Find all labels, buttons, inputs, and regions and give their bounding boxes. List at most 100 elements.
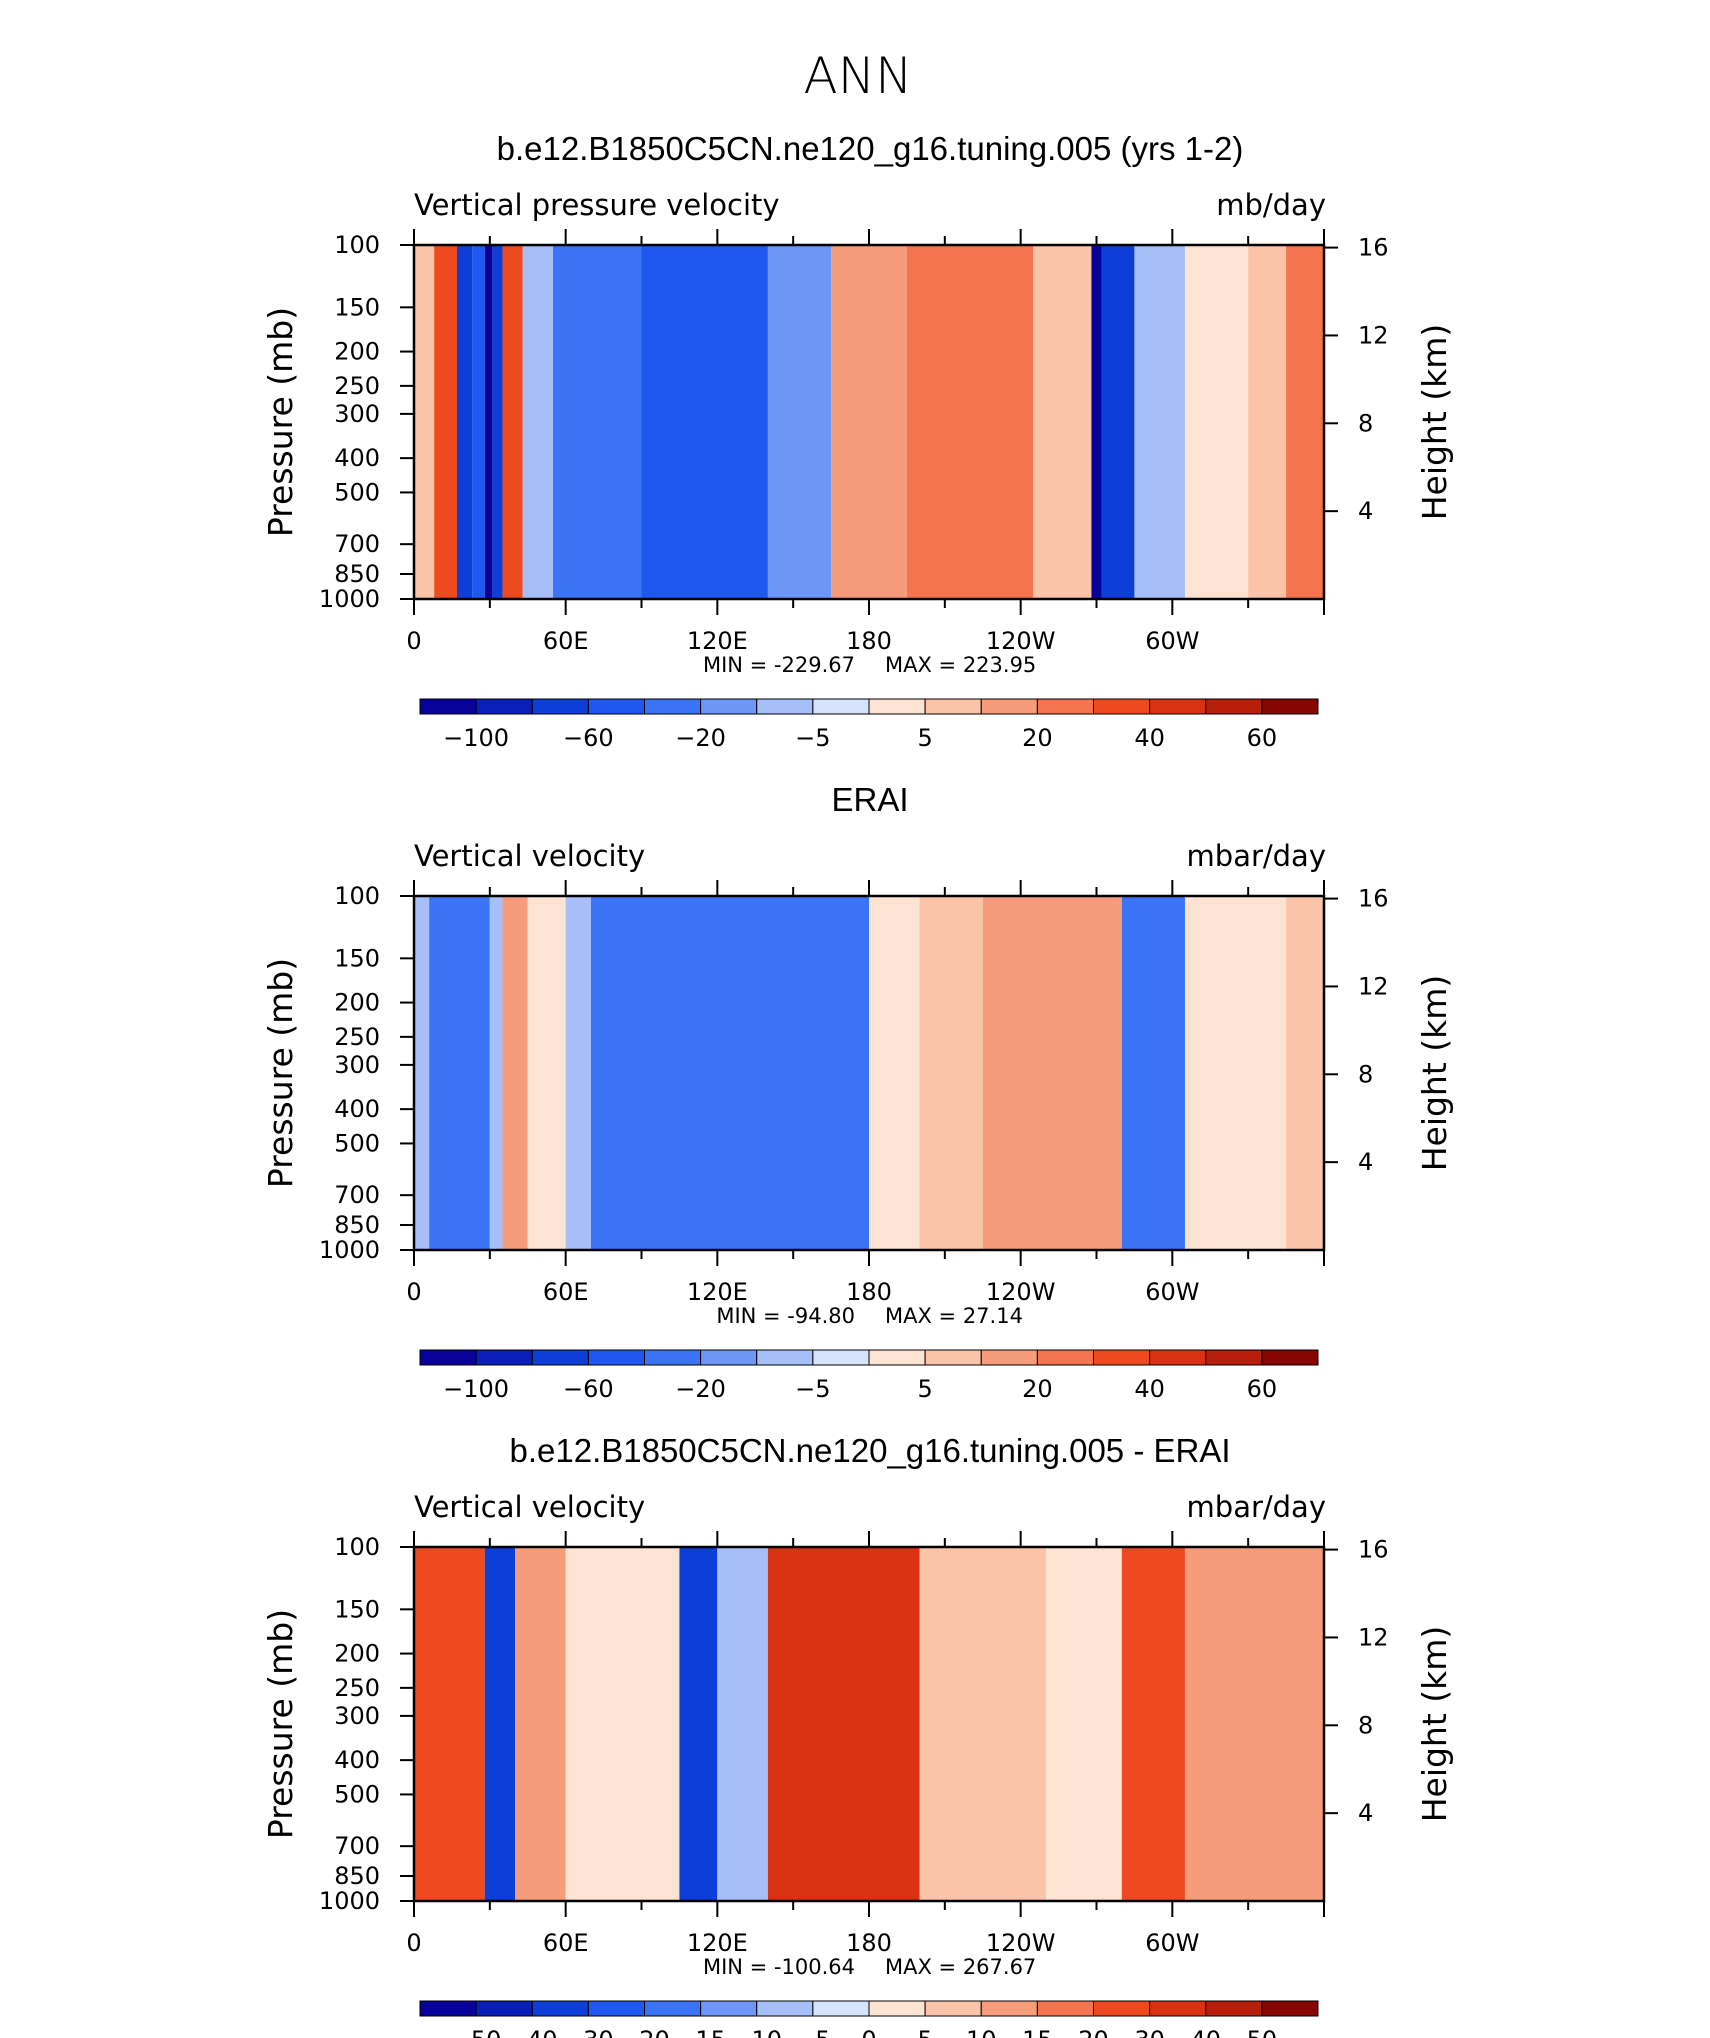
y2-tick-label: 4 [1358, 1799, 1373, 1827]
y-tick-label: 700 [334, 1832, 380, 1860]
colorbar-label: −20 [675, 1375, 726, 1403]
colorbar-label: 20 [1078, 2026, 1109, 2038]
x-tick-label: 60E [543, 1278, 589, 1306]
colorbar-swatch [1149, 1349, 1207, 1366]
field-band [456, 245, 473, 599]
y-tick-label: 200 [334, 989, 380, 1017]
panel-title: b.e12.B1850C5CN.ne120_g16.tuning.005 - E… [509, 1432, 1230, 1469]
y-tick-label: 100 [334, 1533, 380, 1561]
colorbar-swatch [924, 698, 982, 715]
panel-title: b.e12.B1850C5CN.ne120_g16.tuning.005 (yr… [497, 130, 1244, 167]
field-band [919, 896, 983, 1250]
max-label: MAX = 267.67 [885, 1955, 1036, 1979]
units-label: mbar/day [1187, 1490, 1326, 1524]
field-band [527, 896, 566, 1250]
y2-tick-label: 4 [1358, 1148, 1373, 1176]
colorbar-swatch [644, 1349, 702, 1366]
field-band [1091, 245, 1102, 599]
colorbar-label: 30 [1134, 2026, 1165, 2038]
colorbar-swatch [980, 2000, 1038, 2017]
y-tick-label: 700 [334, 1181, 380, 1209]
colorbar-swatch [868, 2000, 926, 2017]
colorbar-label: −20 [619, 2026, 670, 2038]
field-band [1101, 245, 1135, 599]
y2-tick-label: 4 [1358, 497, 1373, 525]
colorbar-swatch [419, 2000, 477, 2017]
max-label: MAX = 27.14 [885, 1304, 1023, 1328]
y-tick-label: 1000 [319, 585, 380, 613]
field-band [679, 1547, 718, 1901]
field-band [1184, 1547, 1324, 1901]
colorbar-swatch [700, 698, 758, 715]
colorbar-swatch [531, 2000, 589, 2017]
x-tick-label: 180 [846, 1278, 892, 1306]
y2-tick-label: 8 [1358, 409, 1373, 437]
field-band [434, 245, 457, 599]
colorbar-label: 5 [917, 724, 932, 752]
field-band [553, 245, 642, 599]
field-band [982, 896, 1122, 1250]
min-label: MIN = -100.64 [703, 1955, 855, 1979]
colorbar-label: 5 [917, 2026, 932, 2038]
y-axis-title: Pressure (mb) [261, 1609, 300, 1839]
field-band [1033, 245, 1092, 599]
units-label: mbar/day [1187, 839, 1326, 873]
y-tick-label: 850 [334, 1211, 380, 1239]
colorbar-label: 5 [917, 1375, 932, 1403]
field-band [641, 245, 768, 599]
colorbar-swatch [1205, 1349, 1263, 1366]
y-tick-label: 300 [334, 1702, 380, 1730]
y-tick-label: 400 [334, 1746, 380, 1774]
y-tick-label: 200 [334, 1640, 380, 1668]
min-label: MIN = -229.67 [703, 653, 855, 677]
field-band [1134, 245, 1185, 599]
colorbar-label: 15 [1022, 2026, 1053, 2038]
y-tick-label: 150 [334, 1595, 380, 1623]
field-band [767, 1547, 920, 1901]
y-tick-label: 300 [334, 400, 380, 428]
x-tick-label: 120E [687, 627, 748, 655]
colorbar-swatch [475, 1349, 533, 1366]
colorbar-label: 20 [1022, 1375, 1053, 1403]
field-band [429, 896, 490, 1250]
y-tick-label: 700 [334, 530, 380, 558]
colorbar-swatch [419, 698, 477, 715]
colorbar-label: −100 [443, 1375, 509, 1403]
field-band [502, 245, 523, 599]
field-band [472, 245, 485, 599]
y-tick-label: 850 [334, 560, 380, 588]
field-band [489, 896, 503, 1250]
colorbar-swatch [644, 2000, 702, 2017]
x-tick-label: 0 [406, 1278, 421, 1306]
colorbar-swatch [868, 1349, 926, 1366]
colorbar-label: 10 [966, 2026, 997, 2038]
colorbar-label: 40 [1134, 724, 1165, 752]
y-tick-label: 1000 [319, 1236, 380, 1264]
colorbar-swatch [1261, 1349, 1319, 1366]
y2-tick-label: 16 [1358, 234, 1389, 262]
y-tick-label: 150 [334, 944, 380, 972]
colorbar-swatch [531, 1349, 589, 1366]
colorbar-swatch [587, 698, 645, 715]
y-tick-label: 200 [334, 338, 380, 366]
panel-1: b.e12.B1850C5CN.ne120_g16.tuning.005 (yr… [261, 130, 1454, 752]
colorbar-label: −5 [795, 2026, 830, 2038]
max-label: MAX = 223.95 [885, 653, 1036, 677]
colorbar-swatch [1036, 698, 1094, 715]
y-tick-label: 400 [334, 444, 380, 472]
colorbar-label: −60 [563, 724, 614, 752]
y-tick-label: 100 [334, 882, 380, 910]
figure-title: ANN [803, 47, 912, 105]
colorbar-label: −50 [451, 2026, 502, 2038]
field-band [1121, 1547, 1185, 1901]
field-band [869, 896, 920, 1250]
colorbar-label: −5 [795, 1375, 830, 1403]
field-band [767, 245, 832, 599]
field-band [522, 245, 554, 599]
field-band [414, 245, 435, 599]
colorbar-label: 60 [1247, 724, 1278, 752]
x-tick-label: 180 [846, 627, 892, 655]
y-tick-label: 500 [334, 1129, 380, 1157]
y-tick-label: 400 [334, 1095, 380, 1123]
